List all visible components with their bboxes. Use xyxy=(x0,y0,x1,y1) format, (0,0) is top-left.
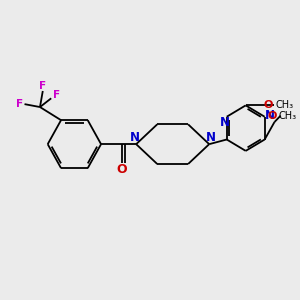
Text: O: O xyxy=(117,163,128,176)
Text: O: O xyxy=(263,100,273,110)
Text: N: N xyxy=(265,109,275,122)
Text: N: N xyxy=(206,131,216,144)
Text: CH₃: CH₃ xyxy=(275,100,293,110)
Text: F: F xyxy=(16,99,23,109)
Text: O: O xyxy=(268,111,277,121)
Text: F: F xyxy=(53,90,60,100)
Text: N: N xyxy=(130,131,140,144)
Text: F: F xyxy=(39,81,46,91)
Text: N: N xyxy=(220,116,230,129)
Text: CH₃: CH₃ xyxy=(278,111,296,121)
